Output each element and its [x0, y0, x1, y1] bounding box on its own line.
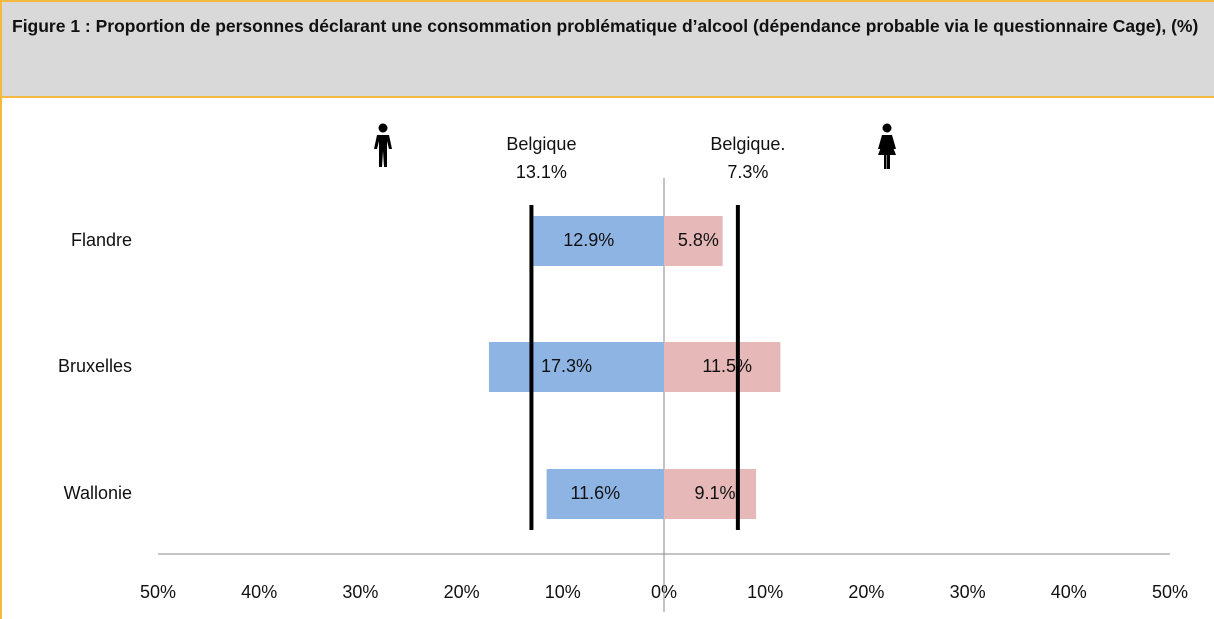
x-tick-label: 10%	[747, 582, 783, 602]
bar	[664, 216, 723, 266]
x-tick-label: 30%	[342, 582, 378, 602]
reference-label: Belgique	[506, 134, 576, 154]
x-tick-label: 30%	[950, 582, 986, 602]
category-label: Bruxelles	[58, 356, 132, 376]
x-tick-label: 40%	[241, 582, 277, 602]
x-tick-label: 50%	[140, 582, 176, 602]
frame-border	[0, 0, 2, 619]
x-tick-label: 10%	[545, 582, 581, 602]
data-label: 5.8%	[678, 230, 719, 250]
data-label: 9.1%	[695, 483, 736, 503]
reference-label: Belgique.	[710, 134, 785, 154]
man-icon	[374, 123, 392, 167]
x-tick-label: 20%	[444, 582, 480, 602]
reference-value-label: 13.1%	[516, 162, 567, 182]
chart-title: Figure 1 : Proportion de personnes décla…	[0, 0, 1214, 98]
bar	[664, 469, 757, 519]
data-label: 17.3%	[541, 356, 592, 376]
bar	[546, 469, 664, 519]
x-tick-label: 40%	[1051, 582, 1087, 602]
category-label: Wallonie	[64, 483, 132, 503]
woman-icon	[878, 123, 896, 169]
x-tick-label: 50%	[1152, 582, 1188, 602]
bar	[488, 342, 664, 392]
data-label: 12.9%	[563, 230, 614, 250]
data-label: 11.6%	[570, 483, 620, 503]
bar	[664, 342, 781, 392]
bar	[533, 216, 664, 266]
data-label: 11.5%	[702, 356, 752, 376]
reference-value-label: 7.3%	[727, 162, 768, 182]
x-tick-label: 20%	[848, 582, 884, 602]
category-label: Flandre	[71, 230, 132, 250]
